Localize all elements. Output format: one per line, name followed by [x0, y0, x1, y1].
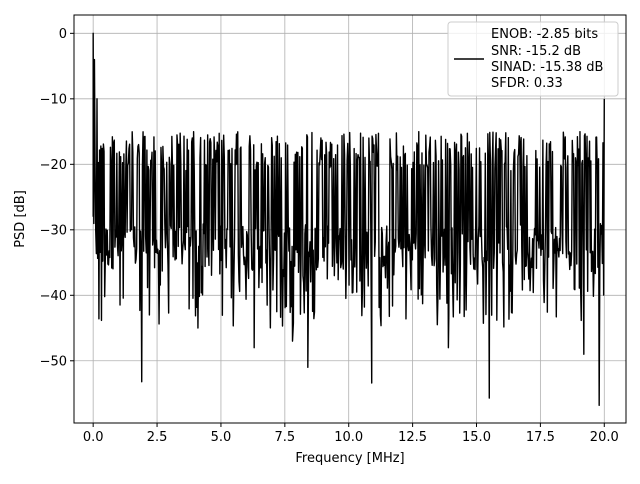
legend-sfdr: SFDR: 0.33: [491, 76, 563, 91]
x-axis: 0.0 2.5 5.0 7.5 10.0 12.5 15.0 17.5 20.0: [83, 423, 619, 445]
x-tick-label: 0.0: [83, 430, 104, 445]
y-tick-label: −10: [40, 92, 67, 107]
legend-sinad: SINAD: -15.38 dB: [491, 60, 603, 75]
x-tick-label: 12.5: [398, 430, 427, 445]
x-tick-label: 17.5: [526, 430, 555, 445]
x-tick-label: 15.0: [462, 430, 491, 445]
x-tick-label: 7.5: [274, 430, 295, 445]
legend-snr: SNR: -15.2 dB: [491, 44, 581, 59]
plot-frame: [73, 14, 627, 424]
x-tick-label: 20.0: [590, 430, 619, 445]
legend-enob: ENOB: -2.85 bits: [491, 27, 598, 42]
legend-box: [447, 21, 619, 97]
x-tick-label: 10.0: [334, 430, 363, 445]
legend: ENOB: -2.85 bits SNR: -15.2 dB SINAD: -1…: [447, 21, 619, 97]
y-axis-label: PSD [dB]: [13, 190, 28, 248]
y-axis: 0 −10 −20 −30 −40 −50: [40, 27, 74, 369]
psd-series-line: [92, 32, 605, 407]
x-axis-label: Frequency [MHz]: [295, 451, 404, 466]
y-tick-label: −30: [40, 223, 67, 238]
y-tick-label: −50: [40, 354, 67, 369]
x-tick-label: 2.5: [147, 430, 168, 445]
y-tick-label: 0: [59, 27, 67, 42]
x-tick-label: 5.0: [211, 430, 232, 445]
y-tick-label: −20: [40, 158, 67, 173]
y-tick-label: −40: [40, 289, 67, 304]
